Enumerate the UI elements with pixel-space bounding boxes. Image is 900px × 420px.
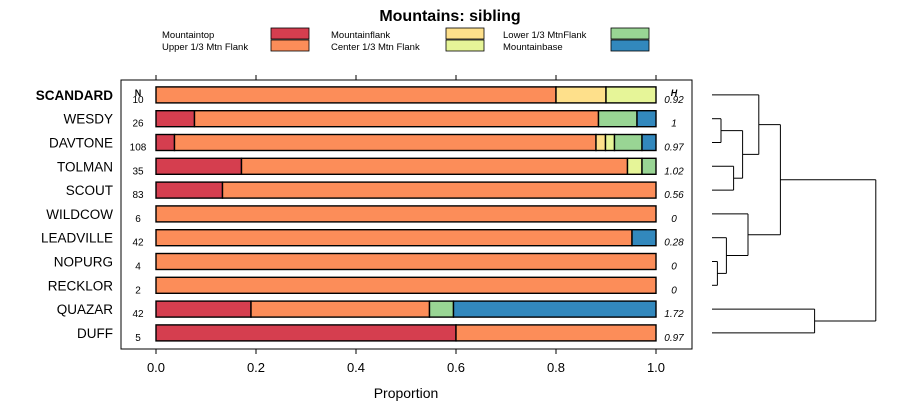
n-value: 42: [132, 238, 144, 249]
h-value: 0.97: [664, 333, 684, 344]
n-value: 6: [135, 214, 141, 225]
bar-segment: [555, 86, 607, 104]
bar-segment: [636, 109, 657, 128]
legend-label: Lower 1/3 MtnFlank: [503, 30, 587, 41]
legend-swatch: [610, 39, 650, 52]
bar-segment: [631, 228, 657, 247]
h-value: 0: [671, 214, 677, 225]
bar-segment: [155, 86, 557, 104]
bar-segment: [173, 133, 597, 152]
bar-segment: [155, 181, 224, 199]
bar-segment: [155, 133, 176, 152]
legend-swatch: [445, 27, 485, 40]
bar-segment: [240, 157, 629, 176]
dendrogram: [712, 94, 877, 334]
x-tick-label: 0.4: [347, 360, 365, 375]
bar-segment: [155, 228, 633, 247]
bar-segment: [155, 252, 657, 271]
bar-segment: [597, 109, 638, 128]
category-label: SCANDARD: [36, 88, 114, 103]
h-value: 0: [671, 262, 677, 273]
legend-swatch: [270, 27, 310, 40]
bar-segment: [155, 324, 457, 342]
category-label: NOPURG: [54, 255, 113, 270]
n-value: 108: [130, 143, 147, 154]
h-value: 1.72: [664, 309, 684, 320]
h-value: 0.97: [664, 143, 684, 154]
n-value: 5: [135, 333, 141, 344]
category-label: LEADVILLE: [41, 231, 113, 246]
h-value: 0.56: [664, 190, 684, 201]
plot-frame: [120, 79, 693, 350]
bar-segment: [641, 157, 657, 176]
x-axis-label: Proportion: [374, 385, 439, 401]
n-value: 26: [132, 119, 144, 130]
n-value: 10: [132, 95, 144, 106]
bar-segment: [155, 157, 243, 176]
legend-swatch: [270, 39, 310, 52]
n-value: 2: [135, 285, 141, 296]
bar-segment: [452, 300, 657, 318]
category-label: WILDCOW: [46, 207, 113, 222]
legend-swatch: [445, 39, 485, 52]
category-label: TOLMAN: [57, 159, 113, 174]
bar-segment: [428, 300, 455, 318]
category-label: QUAZAR: [57, 302, 114, 317]
legend-label: Mountainbase: [503, 42, 563, 53]
bar-segment: [250, 300, 431, 318]
x-tick-label: 0.0: [147, 360, 165, 375]
bar-segment: [155, 276, 657, 294]
bar-segment: [605, 86, 657, 104]
h-value: 1.02: [664, 166, 684, 177]
bar-segment: [455, 324, 657, 342]
n-value: 35: [132, 166, 144, 177]
x-tick-label: 0.2: [247, 360, 265, 375]
bar-segment: [595, 133, 607, 152]
legend-label: Center 1/3 Mtn Flank: [331, 42, 420, 53]
bar-segment: [155, 300, 252, 318]
legend-label: Mountaintop: [162, 30, 214, 41]
x-tick-label: 0.6: [447, 360, 465, 375]
bar-segment: [613, 133, 643, 152]
legend-swatch: [610, 27, 650, 40]
n-value: 83: [132, 190, 144, 201]
category-label: DUFF: [77, 326, 113, 341]
category-label: DAVTONE: [49, 136, 113, 151]
n-value: 4: [135, 262, 141, 273]
bar-segment: [626, 157, 643, 176]
chart-title: Mountains: sibling: [379, 8, 520, 25]
n-value: 42: [132, 309, 144, 320]
h-value: 0.28: [664, 238, 684, 249]
category-label: SCOUT: [66, 183, 113, 198]
category-label: WESDY: [63, 112, 113, 127]
x-tick-label: 1.0: [647, 360, 665, 375]
bar-segment: [221, 181, 657, 199]
legend-label: Mountainflank: [331, 30, 390, 41]
h-header: H: [671, 88, 678, 98]
bar-segment: [155, 205, 657, 223]
n-header: N: [135, 88, 142, 98]
category-label: RECKLOR: [48, 278, 114, 293]
bar-segment: [641, 133, 657, 152]
h-value: 0.92: [664, 95, 684, 106]
bar-segment: [604, 133, 616, 152]
h-value: 0: [671, 285, 677, 296]
legend-label: Upper 1/3 Mtn Flank: [162, 42, 248, 53]
h-value: 1: [671, 119, 677, 130]
bar-segment: [193, 109, 600, 128]
x-tick-label: 0.8: [547, 360, 565, 375]
bar-segment: [155, 109, 196, 128]
